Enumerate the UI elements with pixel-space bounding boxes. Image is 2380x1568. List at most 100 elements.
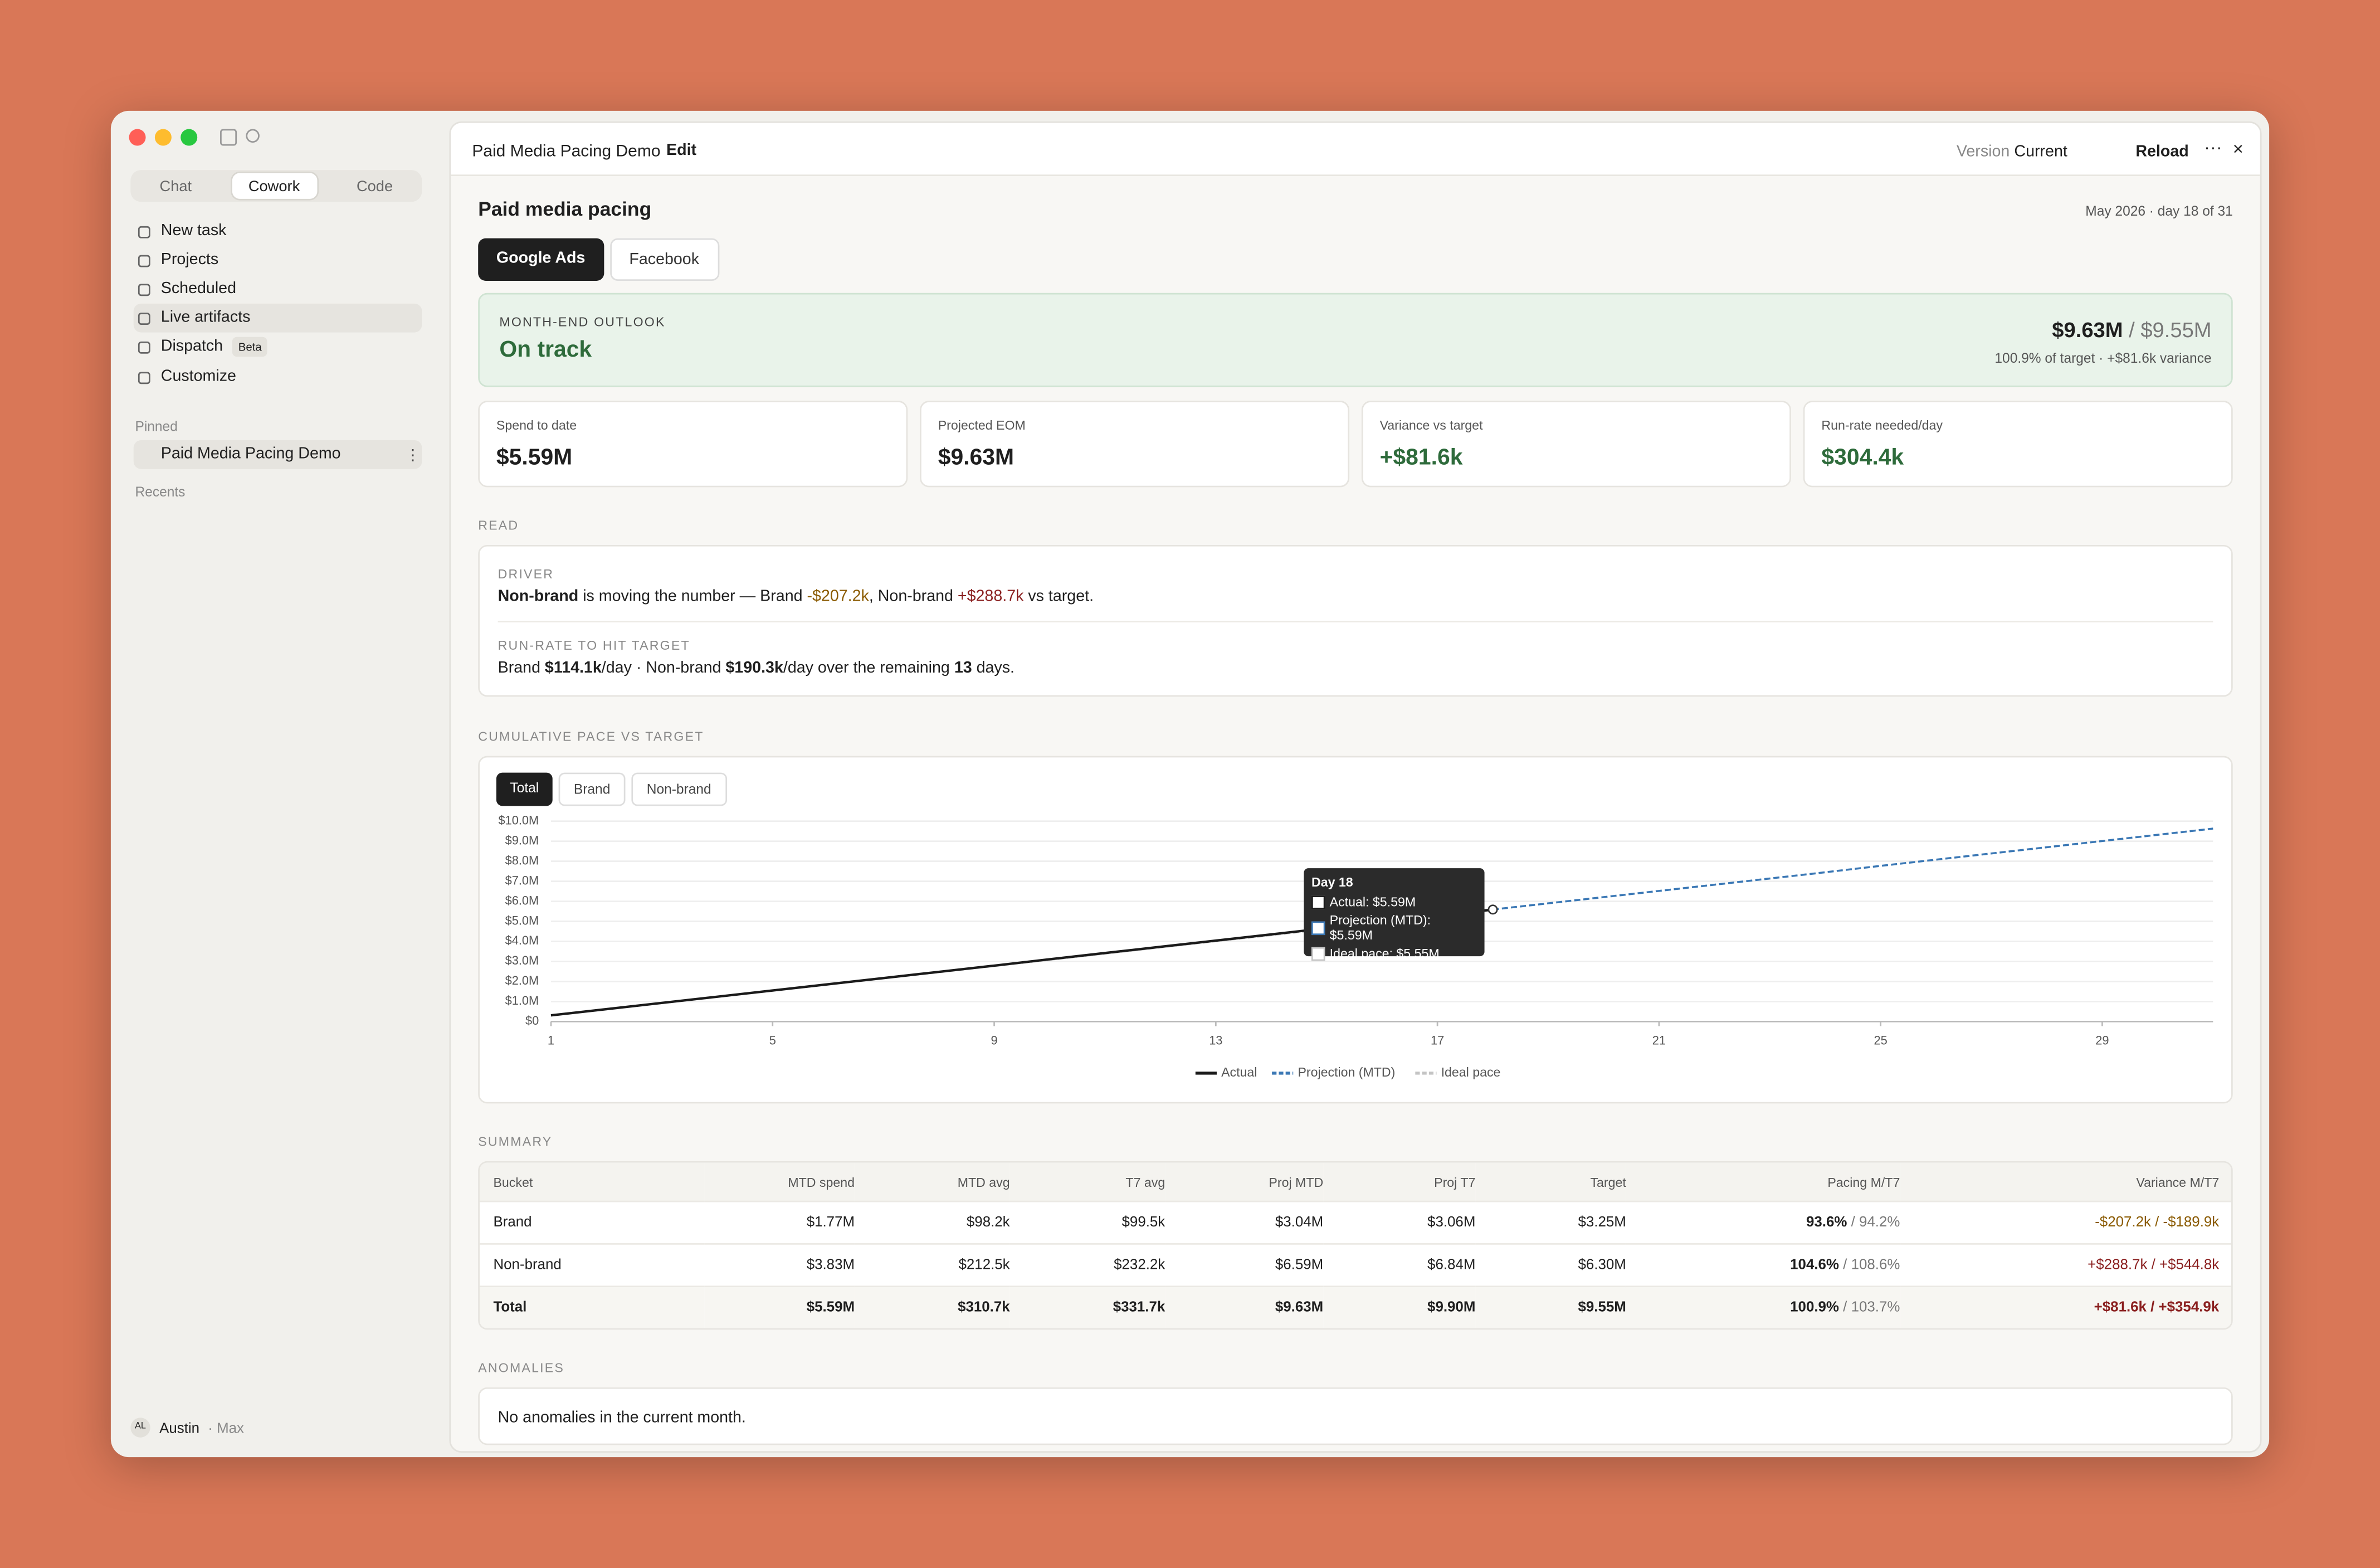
sidebar-toggle[interactable]	[220, 129, 237, 146]
tooltip-text: Ideal pace: $5.55M	[1329, 946, 1440, 961]
chart-toggle[interactable]: Total	[496, 772, 553, 806]
mode-tab[interactable]: Chat	[159, 179, 192, 196]
table-cell: Total	[493, 1299, 527, 1316]
column-header[interactable]: Bucket	[479, 1162, 704, 1202]
edit-button[interactable]: Edit	[666, 141, 697, 160]
table-cell: $3.04M	[1275, 1214, 1324, 1231]
column-header[interactable]: Variance M/T7	[1900, 1162, 2232, 1202]
text-part: 13	[954, 659, 972, 677]
search-icon[interactable]	[246, 129, 260, 143]
nav-item[interactable]: Dispatch	[160, 337, 223, 356]
zoom-dot[interactable]	[181, 129, 198, 146]
kpi-card: Run-rate needed/day $304.4k	[1803, 401, 2233, 488]
kpi-card: Projected EOM $9.63M	[920, 401, 1350, 488]
legend-label[interactable]: Actual	[1221, 1065, 1257, 1079]
version-select[interactable]: Current	[2014, 143, 2067, 161]
driver-text: Non-brand is moving the number — Brand -…	[498, 587, 1094, 606]
mode-tab[interactable]: Cowork	[230, 171, 318, 201]
legend-label[interactable]: Ideal pace	[1441, 1065, 1501, 1079]
pinned-item[interactable]: Paid Media Pacing Demo	[133, 440, 422, 469]
nav-item[interactable]: Customize	[160, 366, 236, 385]
table-cell: $9.55M	[1578, 1299, 1626, 1316]
table-row: Non-brand $3.83M $212.5k $232.2k $6.59M $6.84…	[479, 1244, 2232, 1287]
close-dot[interactable]	[129, 129, 146, 146]
text-part: -$207.2k	[807, 587, 869, 606]
kpi-card: Variance vs target +$81.6k	[1361, 401, 1791, 488]
source-tab[interactable]: Google Ads	[478, 238, 604, 281]
avatar[interactable]: AL	[130, 1418, 150, 1438]
text-part: +$288.7k	[957, 587, 1024, 606]
close-button[interactable]: ×	[2232, 138, 2244, 160]
nav-icon	[138, 313, 150, 325]
outlook-card: MONTH-END OUTLOOK On track $9.63M / $9.5…	[478, 293, 2233, 387]
kpi-label: Spend to date	[496, 417, 577, 433]
source-tab[interactable]: Facebook	[609, 238, 719, 281]
y-tick-label: $5.0M	[505, 913, 539, 927]
kpi-card: Spend to date $5.59M	[478, 401, 908, 488]
chart-toggle[interactable]: Brand	[558, 772, 626, 806]
table-cell: Brand	[493, 1214, 532, 1231]
legend-label[interactable]: Projection (MTD)	[1298, 1065, 1395, 1079]
pacing-t7: / 108.6%	[1843, 1257, 1900, 1274]
more-icon[interactable]: ⋮	[405, 447, 421, 465]
y-tick-label: $2.0M	[505, 973, 539, 987]
divider	[498, 621, 2213, 622]
pacing-t7: / 94.2%	[1851, 1214, 1900, 1231]
x-tick-label: 21	[1652, 1033, 1666, 1047]
outlook-status: On track	[499, 337, 592, 363]
header-row: Bucket MTD spend MTD avg T7 avg Proj MTD Proj…	[479, 1162, 2232, 1202]
nav-icon	[138, 342, 150, 354]
page-date: May 2026 · day 18 of 31	[2085, 203, 2233, 219]
runrate-label: RUN-RATE TO HIT TARGET	[498, 637, 690, 653]
chart-toggle[interactable]: Non-brand	[631, 772, 726, 806]
column-header[interactable]: T7 avg	[1009, 1162, 1165, 1202]
menu-button[interactable]: ···	[2203, 137, 2222, 158]
table-cell: $331.7k	[1113, 1299, 1165, 1316]
y-tick-label: $10.0M	[499, 813, 539, 827]
nav-icon	[138, 226, 150, 238]
nav-item[interactable]: Scheduled	[160, 279, 237, 298]
app-window: Chat Cowork Code Pinned Paid Media Pacing …	[110, 110, 2270, 1458]
y-tick-label: $6.0M	[505, 893, 539, 907]
tooltip-swatch	[1311, 894, 1325, 909]
beta-badge: Beta	[232, 337, 268, 358]
pacing-cell: 104.6% / 108.6%	[1626, 1244, 1900, 1286]
table-cell: $3.06M	[1427, 1214, 1476, 1231]
nav-item[interactable]: New task	[160, 221, 227, 240]
page-title: Paid media pacing	[478, 197, 652, 220]
column-header[interactable]: MTD spend	[704, 1162, 855, 1202]
table-cell: Non-brand	[493, 1257, 562, 1274]
column-header[interactable]: MTD avg	[855, 1162, 1010, 1202]
pacing-cell: 93.6% / 94.2%	[1626, 1201, 1900, 1244]
summary-card: Bucket MTD spend MTD avg T7 avg Proj MTD Proj…	[478, 1161, 2233, 1330]
column-header[interactable]: Proj MTD	[1165, 1162, 1324, 1202]
pacing-mtd: 104.6%	[1790, 1257, 1839, 1274]
column-header[interactable]: Pacing M/T7	[1626, 1162, 1900, 1202]
nav-item[interactable]: Projects	[160, 250, 219, 269]
nav-icon	[138, 255, 150, 267]
reload-button[interactable]: Reload	[2135, 143, 2189, 161]
anomalies-card: No anomalies in the current month.	[478, 1387, 2233, 1445]
nav-item[interactable]: Live artifacts	[133, 304, 422, 333]
table-cell: $98.2k	[966, 1214, 1010, 1231]
source-tabs: Google Ads Facebook	[478, 238, 719, 281]
mode-tab[interactable]: Code	[356, 179, 393, 196]
summary-table: Bucket MTD spend MTD avg T7 avg Proj MTD Proj…	[479, 1162, 2232, 1328]
minimize-dot[interactable]	[154, 129, 172, 146]
x-tick-label: 9	[991, 1033, 997, 1047]
user-name[interactable]: Austin	[159, 1420, 200, 1438]
column-header[interactable]: Target	[1475, 1162, 1626, 1202]
outlook-target: / $9.55M	[2129, 317, 2212, 342]
outlook-label: MONTH-END OUTLOOK	[499, 314, 666, 330]
chart-section-label: CUMULATIVE PACE VS TARGET	[478, 728, 704, 744]
text-part: is moving the number — Brand	[578, 587, 807, 606]
x-tick-label: 17	[1431, 1033, 1444, 1047]
text-part: Non-brand	[498, 587, 579, 606]
outlook-projected: $9.63M	[2052, 317, 2123, 342]
chart-toggles: Total Brand Non-brand	[496, 772, 726, 806]
hover-point	[1488, 904, 1498, 915]
column-header[interactable]: Proj T7	[1323, 1162, 1476, 1202]
pacing-mtd: 100.9%	[1790, 1299, 1839, 1316]
table-cell: $232.2k	[1114, 1257, 1165, 1274]
